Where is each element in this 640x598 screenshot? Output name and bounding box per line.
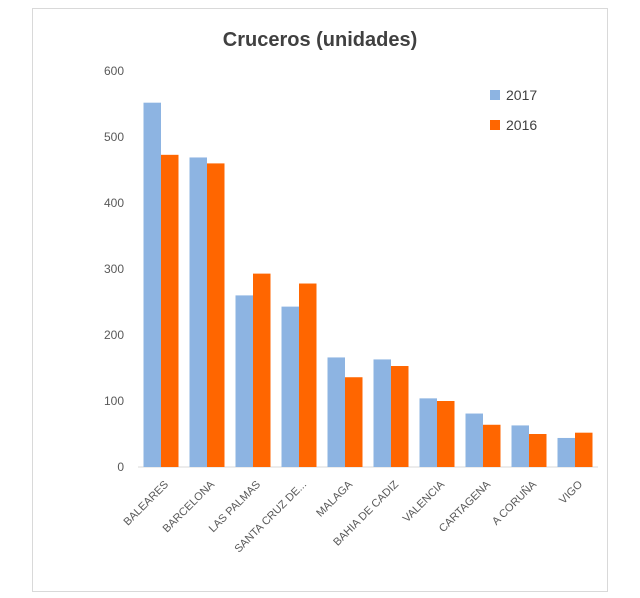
category-label: A CORUÑA	[489, 477, 539, 527]
category-label: VALENCIA	[401, 478, 448, 525]
bar-2016-10	[575, 432, 593, 467]
bar-2017-4	[281, 306, 299, 467]
category-label: VIGO	[557, 478, 585, 506]
bar-2016-1	[161, 154, 179, 467]
bar-2017-8	[465, 413, 483, 467]
y-tick-label: 0	[117, 460, 124, 474]
bar-2016-6	[391, 366, 409, 467]
bar-2016-4	[299, 283, 317, 467]
bar-2017-9	[511, 425, 529, 467]
y-tick-label: 300	[104, 262, 124, 276]
bar-2017-3	[235, 295, 253, 467]
bar-2017-2	[189, 157, 207, 467]
bar-2016-3	[253, 273, 271, 467]
bars-layer	[143, 102, 593, 468]
bar-2017-1	[143, 102, 161, 468]
category-label: MALAGA	[314, 478, 355, 519]
bar-2016-7	[437, 401, 455, 467]
legend-label-2017: 2017	[506, 87, 537, 103]
bar-2016-2	[207, 163, 225, 467]
bar-2017-10	[557, 437, 575, 467]
legend-swatch-2017	[490, 90, 500, 100]
category-label: BALEARES	[122, 479, 172, 529]
y-tick-label: 600	[104, 64, 124, 78]
y-tick-label: 200	[104, 328, 124, 342]
bar-2017-7	[419, 398, 437, 467]
bar-2016-5	[345, 377, 363, 467]
legend-label-2016: 2016	[506, 117, 537, 133]
y-tick-label: 400	[104, 196, 124, 210]
y-tick-label: 500	[104, 130, 124, 144]
y-tick-label: 100	[104, 394, 124, 408]
legend-swatch-2016	[490, 120, 500, 130]
legend: 2017 2016	[490, 87, 537, 133]
chart-title: Cruceros (unidades)	[223, 29, 417, 51]
bar-2017-5	[327, 357, 345, 467]
bar-2016-8	[483, 424, 501, 467]
bar-2017-6	[373, 359, 391, 467]
chart-frame	[32, 8, 608, 592]
bar-2016-9	[529, 434, 547, 467]
